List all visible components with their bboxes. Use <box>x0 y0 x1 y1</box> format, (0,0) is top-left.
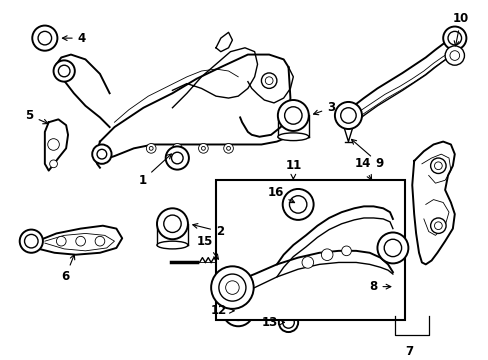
Circle shape <box>442 27 466 50</box>
Text: 13: 13 <box>261 316 284 329</box>
Circle shape <box>32 26 57 51</box>
Circle shape <box>163 215 181 233</box>
Circle shape <box>434 222 441 230</box>
Circle shape <box>377 233 407 264</box>
Circle shape <box>157 208 187 239</box>
Text: 4: 4 <box>62 32 86 45</box>
Circle shape <box>175 147 179 150</box>
Circle shape <box>95 236 104 246</box>
Circle shape <box>225 281 239 294</box>
Circle shape <box>53 60 75 82</box>
Text: 8: 8 <box>368 280 390 293</box>
Circle shape <box>76 236 85 246</box>
Circle shape <box>228 301 247 320</box>
Circle shape <box>92 144 111 164</box>
Ellipse shape <box>157 241 187 249</box>
Text: 9: 9 <box>351 139 383 170</box>
Circle shape <box>149 147 153 150</box>
Circle shape <box>334 102 361 129</box>
Circle shape <box>172 144 182 153</box>
Text: 11: 11 <box>285 159 301 179</box>
Circle shape <box>58 65 70 77</box>
Circle shape <box>289 196 306 213</box>
Text: 3: 3 <box>313 101 335 115</box>
Circle shape <box>211 266 253 309</box>
Circle shape <box>223 144 233 153</box>
Circle shape <box>321 249 332 261</box>
Circle shape <box>389 304 399 314</box>
Text: 7: 7 <box>405 345 412 357</box>
Circle shape <box>384 239 401 257</box>
Circle shape <box>430 218 445 233</box>
Text: 5: 5 <box>25 109 48 124</box>
Circle shape <box>165 147 188 170</box>
Bar <box>216 180 404 320</box>
Text: 12: 12 <box>211 304 234 317</box>
Circle shape <box>265 77 272 85</box>
Circle shape <box>430 158 445 174</box>
Circle shape <box>223 295 253 326</box>
Circle shape <box>48 139 59 150</box>
Circle shape <box>146 144 156 153</box>
Circle shape <box>201 147 205 150</box>
Text: 2: 2 <box>192 224 224 238</box>
Circle shape <box>226 147 230 150</box>
Circle shape <box>302 257 313 268</box>
Text: 15: 15 <box>196 235 218 259</box>
Circle shape <box>284 107 302 124</box>
Circle shape <box>171 152 183 164</box>
Circle shape <box>444 46 464 65</box>
Circle shape <box>278 313 298 332</box>
Circle shape <box>97 149 106 159</box>
Text: 14: 14 <box>353 157 371 180</box>
Circle shape <box>282 189 313 220</box>
Circle shape <box>233 306 243 316</box>
Circle shape <box>20 230 43 253</box>
Circle shape <box>277 100 308 131</box>
Text: 1: 1 <box>138 154 171 187</box>
Circle shape <box>219 274 245 301</box>
Circle shape <box>386 295 402 311</box>
Ellipse shape <box>277 133 308 141</box>
Circle shape <box>24 234 38 248</box>
Text: 16: 16 <box>266 186 294 203</box>
Text: 10: 10 <box>452 12 468 46</box>
Circle shape <box>340 108 355 123</box>
Circle shape <box>341 246 350 256</box>
Circle shape <box>50 160 57 168</box>
Circle shape <box>447 31 461 45</box>
Circle shape <box>38 31 52 45</box>
Circle shape <box>56 236 66 246</box>
Text: 6: 6 <box>61 255 75 283</box>
Circle shape <box>261 73 276 89</box>
Circle shape <box>198 144 208 153</box>
Circle shape <box>449 51 459 60</box>
Circle shape <box>434 162 441 170</box>
Circle shape <box>282 316 294 328</box>
